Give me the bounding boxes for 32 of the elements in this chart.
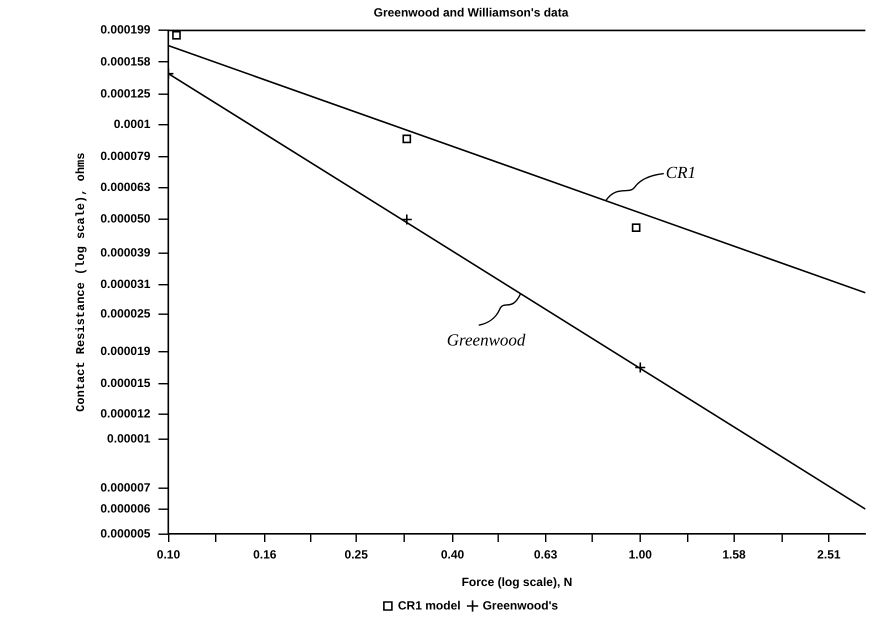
y-tick-label: 0.000125 [100,86,151,100]
y-tick-label: 0.000039 [100,246,151,260]
y-tick-label: 0.0001 [114,116,151,131]
y-tick-label: 0.000012 [100,406,151,421]
y-tick-label: 0.000199 [100,22,151,37]
y-tick-label: 0.000005 [100,526,151,540]
x-tick-label: 2.51 [817,548,841,562]
y-tick-label: 0.00001 [107,432,151,446]
x-tick-label: 1.00 [628,548,652,562]
y-tick-label: 0.000079 [100,149,151,164]
x-axis-title: Force (log scale), N [462,575,572,590]
x-tick-label: 1.58 [722,548,746,562]
y-tick-label: 0.000050 [100,212,151,226]
y-tick-label: 0.000019 [100,344,151,358]
y-tick-label: 0.000063 [100,180,151,194]
y-axis-title: Contact Resistance (log scale), ohms [74,152,88,412]
x-tick-label: 0.10 [156,548,180,562]
chart-title: Greenwood and Williamson's data [374,6,569,20]
y-tick-label: 0.000031 [100,276,151,291]
y-tick-label: 0.000158 [100,54,151,68]
x-tick-label: 0.16 [253,548,277,562]
y-tick-label: 0.000007 [100,480,151,494]
y-tick-label: 0.000006 [100,501,151,516]
annotation: Greenwood [446,330,526,350]
y-tick-label: 0.000015 [100,376,151,390]
legend-label: CR1 model [398,598,461,612]
x-tick-label: 0.40 [440,548,465,562]
annotation: CR1 [666,163,696,182]
legend-label: Greenwood's [482,598,558,612]
x-tick-label: 0.63 [534,548,558,562]
y-tick-label: 0.000025 [100,306,151,320]
x-tick-label: 0.25 [344,548,368,562]
